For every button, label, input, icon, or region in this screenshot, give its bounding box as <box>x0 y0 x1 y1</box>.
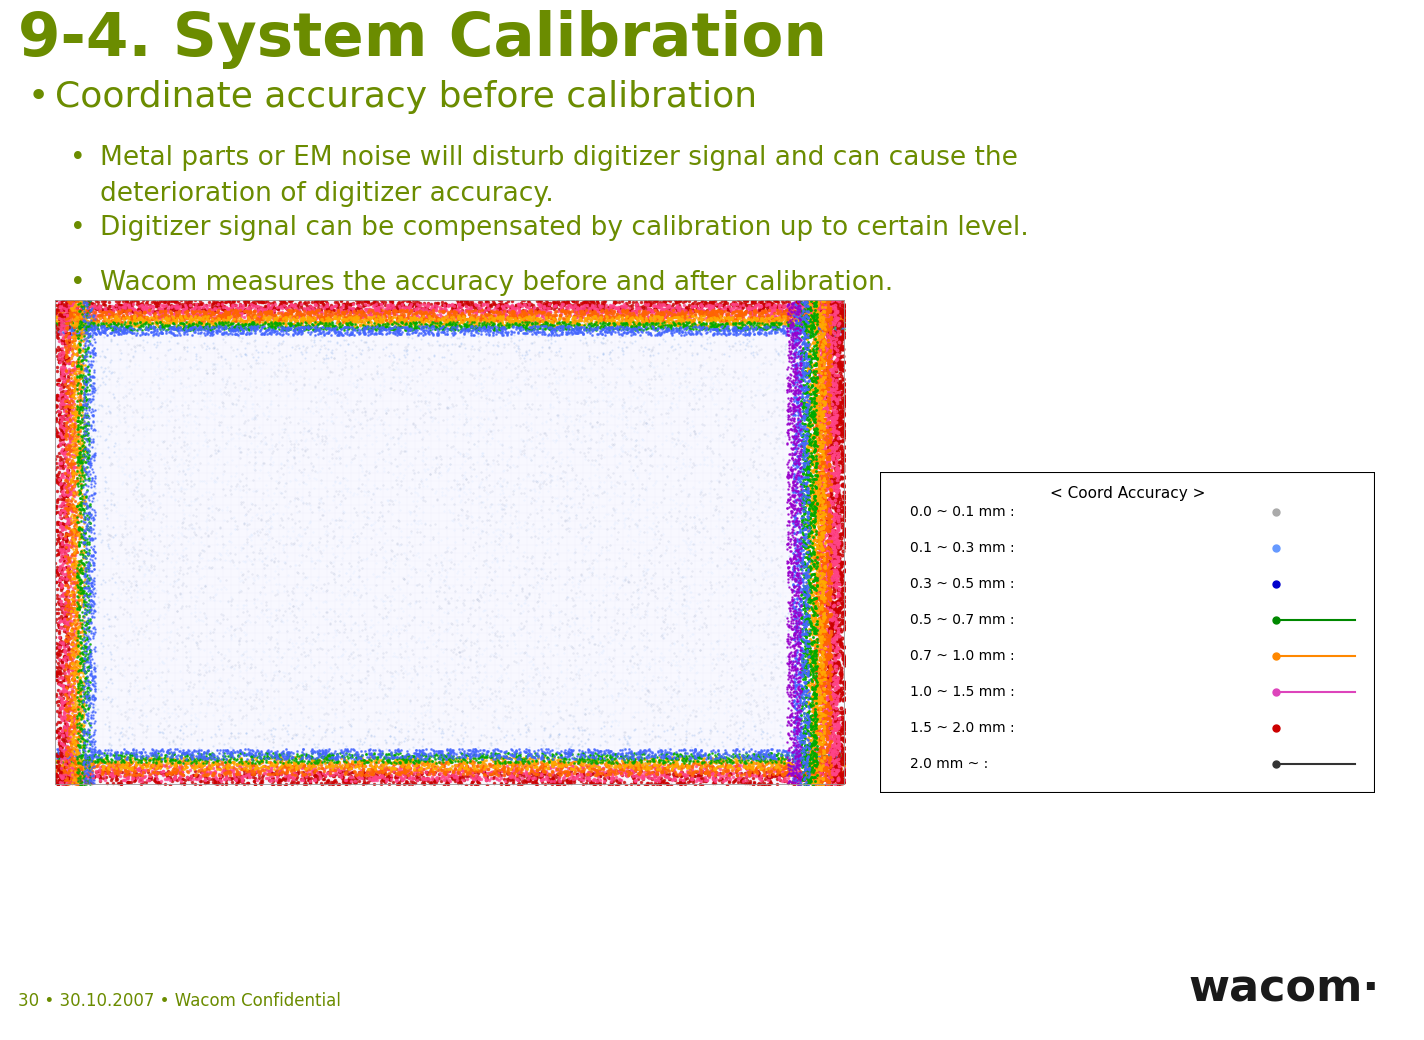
Text: •: • <box>28 80 50 114</box>
Text: 30 • 30.10.2007 • Wacom Confidential: 30 • 30.10.2007 • Wacom Confidential <box>19 992 340 1010</box>
Text: •: • <box>70 145 85 171</box>
Text: •: • <box>70 215 85 241</box>
Text: Digitizer signal can be compensated by calibration up to certain level.: Digitizer signal can be compensated by c… <box>100 215 1028 241</box>
Text: wacom·: wacom· <box>1189 967 1380 1010</box>
Text: 0.1 ~ 0.3 mm :: 0.1 ~ 0.3 mm : <box>910 541 1014 555</box>
Text: 9-4. System Calibration: 9-4. System Calibration <box>19 10 827 69</box>
Text: 0.7 ~ 1.0 mm :: 0.7 ~ 1.0 mm : <box>910 649 1014 662</box>
Text: Coordinate accuracy before calibration: Coordinate accuracy before calibration <box>56 80 758 114</box>
Text: 1.0 ~ 1.5 mm :: 1.0 ~ 1.5 mm : <box>910 685 1014 699</box>
Text: Metal parts or EM noise will disturb digitizer signal and can cause the
deterior: Metal parts or EM noise will disturb dig… <box>100 145 1018 207</box>
Text: Wacom measures the accuracy before and after calibration.: Wacom measures the accuracy before and a… <box>100 270 893 296</box>
Text: 0.0 ~ 0.1 mm :: 0.0 ~ 0.1 mm : <box>910 505 1014 519</box>
Text: < Coord Accuracy >: < Coord Accuracy > <box>1049 487 1205 501</box>
Text: 0.3 ~ 0.5 mm :: 0.3 ~ 0.5 mm : <box>910 577 1014 591</box>
Text: •: • <box>70 270 85 296</box>
Text: 2.0 mm ~ :: 2.0 mm ~ : <box>910 757 988 771</box>
Text: 1.5 ~ 2.0 mm :: 1.5 ~ 2.0 mm : <box>910 721 1014 735</box>
Text: 0.5 ~ 0.7 mm :: 0.5 ~ 0.7 mm : <box>910 613 1014 627</box>
